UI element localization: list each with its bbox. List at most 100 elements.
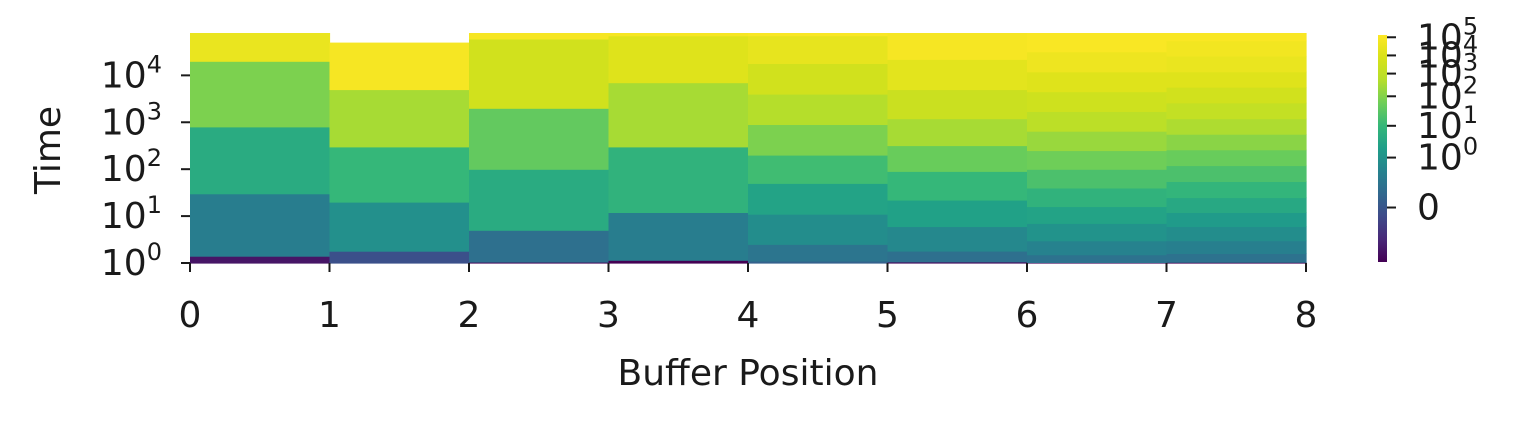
x-tick-label: 4 [737, 295, 760, 336]
heatmap-cell [887, 261, 1028, 264]
heatmap-cell [190, 126, 331, 195]
x-tick-label: 8 [1295, 295, 1318, 336]
heatmap-cell [887, 59, 1028, 91]
heatmap-cell [1166, 253, 1307, 263]
heatmap-cell [608, 212, 749, 261]
y-tick-label: 102 [101, 144, 162, 190]
x-tick-label: 3 [597, 295, 620, 336]
heatmap-cell [190, 61, 331, 128]
heatmap-cell [1166, 149, 1307, 167]
heatmap-cell [469, 169, 610, 231]
heatmap-cell [469, 262, 610, 264]
heatmap-cell [1166, 197, 1307, 213]
x-tick-label: 5 [876, 295, 899, 336]
heatmap-cell [887, 171, 1028, 201]
heatmap-cell [1166, 226, 1307, 242]
heatmap-cell [748, 33, 889, 37]
heatmap-cell [748, 155, 889, 184]
heatmap-cell [887, 89, 1028, 120]
y-tick-label: 104 [101, 50, 162, 96]
heatmap-cell [1166, 40, 1307, 57]
heatmap-cell [1027, 91, 1168, 112]
x-tick-label: 6 [1016, 295, 1039, 336]
colorbar-tick-label: 104 [1417, 30, 1478, 76]
heatmap-cell [1027, 131, 1168, 152]
heatmap-cell [329, 251, 470, 264]
heatmap-cell [887, 145, 1028, 172]
heatmap-cell [748, 261, 889, 264]
heatmap-cell [887, 33, 1028, 60]
heatmap-cell [608, 260, 749, 264]
heatmap-cell [469, 108, 610, 170]
heatmap-cell [887, 200, 1028, 228]
heatmap-cell [608, 33, 749, 37]
y-tick-label: 100 [101, 238, 162, 284]
heatmap-cell [1166, 87, 1307, 104]
heatmap-cell [329, 89, 470, 148]
colorbar-tick-label: 0 [1417, 188, 1440, 229]
y-tick-label: 103 [101, 97, 162, 143]
heatmap-cell [329, 146, 470, 203]
heatmap-cell [1166, 118, 1307, 135]
heatmap-cell [1166, 165, 1307, 182]
heatmap-cell [1166, 102, 1307, 120]
colorbar-tick-label: 103 [1417, 49, 1478, 95]
heatmap-cell [748, 35, 889, 64]
heatmap-cell [1166, 262, 1307, 264]
heatmap-cell [1166, 240, 1307, 254]
heatmap-cell [887, 118, 1028, 147]
x-axis: 0 1 2 3 4 5 6 7 8 [179, 263, 1318, 336]
heatmap-cell [748, 63, 889, 95]
colorbar-tick-label: 100 [1417, 133, 1478, 179]
heatmap-cell [1027, 150, 1168, 170]
heatmap-cell [608, 146, 749, 213]
heatmap-cell [1027, 71, 1168, 93]
heatmap-cell [887, 226, 1028, 252]
heatmap-cell [190, 193, 331, 257]
colorbar-gradient [1378, 35, 1387, 262]
y-tick-label: 101 [101, 191, 162, 237]
heatmap-cell [1166, 55, 1307, 73]
heatmap-cell [1027, 51, 1168, 73]
heatmap-cell [190, 33, 331, 62]
heatmap-cell [1166, 33, 1307, 42]
x-axis-label: Buffer Position [618, 353, 879, 394]
heatmap-cell [190, 256, 331, 264]
x-tick-label: 1 [318, 295, 341, 336]
heatmap-cell [1027, 169, 1168, 189]
heatmap-cell [748, 183, 889, 215]
heatmap-cell [1027, 111, 1168, 132]
colorbar-tick-label: 105 [1417, 12, 1478, 58]
heatmap-cell [1027, 33, 1168, 53]
y-axis-label: Time [28, 106, 69, 195]
heatmap-cell [1027, 206, 1168, 224]
heatmap-cell [1166, 71, 1307, 88]
heatmap-cell [1166, 181, 1307, 199]
heatmap-cell [748, 214, 889, 245]
heatmap-cell [1027, 240, 1168, 256]
heatmap-cell [469, 33, 610, 40]
colorbar-tick-label: 102 [1417, 71, 1478, 117]
heatmap-cell [1027, 254, 1168, 263]
heatmap-cell [748, 244, 889, 262]
x-tick-label: 7 [1155, 295, 1178, 336]
heatmap-cell [469, 38, 610, 109]
heatmap-cell [748, 124, 889, 156]
heatmap-cell [608, 35, 749, 84]
heatmap-cell [329, 42, 470, 91]
heatmap-cells [190, 33, 1307, 264]
heatmap-cell [608, 82, 749, 148]
x-tick-label: 2 [458, 295, 481, 336]
heatmap-cell [887, 251, 1028, 263]
heatmap-cell [1166, 134, 1307, 151]
heatmap-cell [748, 94, 889, 125]
heatmap-cell [329, 202, 470, 252]
colorbar-tick-label: 101 [1417, 101, 1478, 147]
heatmap-cell [469, 230, 610, 263]
heatmap-cell [1027, 223, 1168, 242]
x-tick-label: 0 [179, 295, 202, 336]
heatmap-cell [1166, 212, 1307, 228]
